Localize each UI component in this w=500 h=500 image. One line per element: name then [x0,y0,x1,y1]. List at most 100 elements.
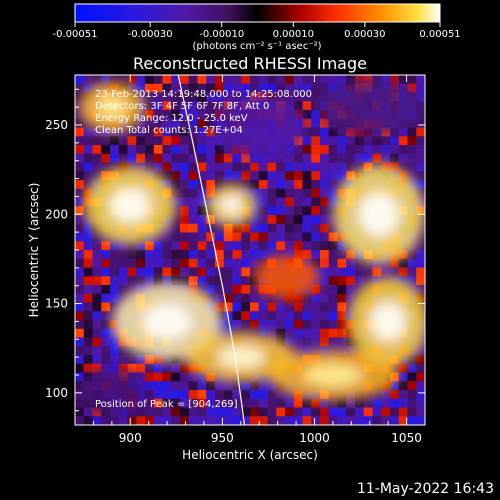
heatmap-pixel [267,171,277,181]
heatmap-pixel [92,355,102,365]
heatmap-pixel [398,407,408,417]
heatmap-pixel [145,372,155,382]
heatmap-pixel [250,311,260,321]
heatmap-pixel [118,346,128,356]
heatmap-pixel [206,83,216,93]
heatmap-pixel [118,355,128,365]
heatmap-pixel [328,285,338,295]
heatmap-pixel [206,285,216,295]
heatmap-pixel [398,136,408,146]
heatmap-pixel [416,136,425,146]
heatmap-pixel [223,258,233,268]
heatmap-pixel [162,145,172,155]
heatmap-pixel [197,136,207,146]
heatmap-pixel [83,145,93,155]
heatmap-pixel [311,171,321,181]
heatmap-pixel [136,250,146,260]
heatmap-pixel [110,258,120,268]
plot-area [75,75,425,425]
heatmap-pixel [188,390,198,400]
heatmap-pixel [355,145,365,155]
heatmap-pixel [110,136,120,146]
heatmap-pixel [197,171,207,181]
heatmap-pixel [407,127,417,137]
heatmap-pixel [118,276,128,286]
heatmap-pixel [293,180,303,190]
heatmap-pixel [92,276,102,286]
heatmap-pixel [153,118,163,128]
heatmap-pixel [285,416,295,425]
heatmap-pixel [328,127,338,137]
intensity-region [318,78,422,136]
heatmap-pixel [398,162,408,172]
heatmap-pixel [250,285,260,295]
heatmap-pixel [363,258,373,268]
heatmap-pixel [276,162,286,172]
heatmap-pixel [162,127,172,137]
heatmap-pixel [328,197,338,207]
x-axis-label: Heliocentric X (arcsec) [182,448,318,462]
heatmap-pixel [180,171,190,181]
heatmap-pixel [162,363,172,373]
heatmap-pixel [302,250,312,260]
heatmap-pixel [311,162,321,172]
heatmap-pixel [180,355,190,365]
heatmap-pixel [390,381,400,391]
heatmap-pixel [293,328,303,338]
heatmap-pixel [127,276,137,286]
heatmap-pixel [416,145,425,155]
heatmap-pixel [180,407,190,417]
annotation-energy-range: Energy Range: 12.0 - 25.0 keV [95,113,248,124]
heatmap-pixel [145,127,155,137]
heatmap-pixel [285,328,295,338]
heatmap-pixel [346,398,356,408]
heatmap-pixel [276,407,286,417]
heatmap-pixel [171,92,181,102]
heatmap-pixel [320,75,330,85]
heatmap-pixel [258,320,268,330]
heatmap-pixel [311,258,321,268]
heatmap-pixel [171,267,181,277]
heatmap-pixel [145,258,155,268]
heatmap-pixel [346,267,356,277]
heatmap-pixel [302,337,312,347]
intensity-region [78,367,145,418]
heatmap-pixel [276,398,286,408]
heatmap-pixel [337,293,347,303]
heatmap-pixel [180,92,190,102]
heatmap-pixel [101,153,111,163]
heatmap-pixel [346,250,356,260]
heatmap-pixel [83,223,93,233]
annotation-clean-counts: Clean Total counts: 1.27E+04 [95,125,243,136]
heatmap-pixel [311,127,321,137]
heatmap-pixel [407,416,417,425]
heatmap-pixel [320,302,330,312]
heatmap-pixel [311,250,321,260]
heatmap-pixel [416,390,425,400]
heatmap-pixel [407,136,417,146]
heatmap-pixel [241,180,251,190]
heatmap-pixel [188,127,198,137]
heatmap-pixel [215,101,225,111]
heatmap-pixel [197,153,207,163]
heatmap-pixel [188,188,198,198]
heatmap-pixel [145,398,155,408]
heatmap-pixel [75,162,85,172]
heatmap-pixel [75,75,85,85]
heatmap-pixel [320,223,330,233]
heatmap-pixel [145,110,155,120]
heatmap-pixel [293,171,303,181]
heatmap-pixel [328,223,338,233]
heatmap-pixel [101,267,111,277]
heatmap-pixel [171,162,181,172]
heatmap-pixel [311,398,321,408]
heatmap-pixel [302,407,312,417]
heatmap-pixel [302,302,312,312]
heatmap-pixel [328,145,338,155]
heatmap-pixel [337,328,347,338]
heatmap-pixel [320,416,330,425]
heatmap-pixel [206,92,216,102]
heatmap-pixel [267,293,277,303]
heatmap-pixel [372,153,382,163]
heatmap-pixel [223,302,233,312]
